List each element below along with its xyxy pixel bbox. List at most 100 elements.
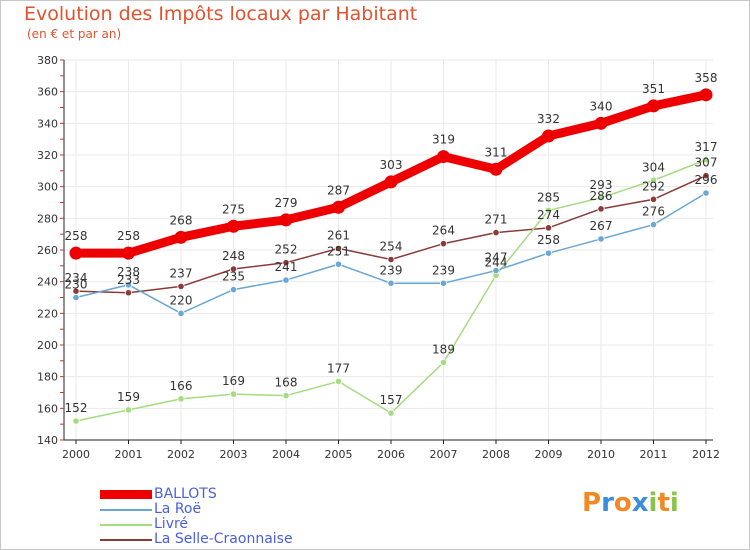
x-tick-label: 2010 xyxy=(587,448,615,461)
data-point xyxy=(439,279,448,287)
data-label: 241 xyxy=(275,260,298,274)
x-tick-label: 2000 xyxy=(62,448,90,461)
data-label: 307 xyxy=(695,156,718,170)
data-label: 235 xyxy=(222,270,245,284)
data-point xyxy=(229,285,238,294)
data-point xyxy=(124,406,133,414)
chart-subtitle: (en € et par an) xyxy=(27,27,122,41)
data-point xyxy=(282,392,290,400)
data-label: 157 xyxy=(380,393,403,407)
x-tick-label: 2003 xyxy=(220,448,248,461)
data-label: 296 xyxy=(695,173,718,187)
data-point xyxy=(279,213,293,227)
logo-letter: i xyxy=(669,488,679,518)
data-point xyxy=(177,309,185,317)
data-label: 166 xyxy=(170,379,193,393)
data-label: 230 xyxy=(65,278,88,292)
data-label: 303 xyxy=(380,158,403,172)
data-point xyxy=(227,219,240,233)
legend-item-ballots: BALLOTS xyxy=(100,487,217,502)
legend-swatch-la-selle-craonnaise xyxy=(100,538,152,541)
data-label: 264 xyxy=(432,224,455,238)
logo-letter: t xyxy=(657,488,670,518)
data-point xyxy=(702,156,710,164)
data-point xyxy=(699,88,713,102)
data-point xyxy=(544,249,553,257)
logo-letter: o xyxy=(613,488,632,518)
y-tick-label: 200 xyxy=(37,339,58,352)
logo-letter: r xyxy=(601,488,614,518)
x-tick-label: 2012 xyxy=(692,448,720,461)
data-point xyxy=(702,171,710,180)
data-label: 248 xyxy=(222,249,245,263)
x-tick-label: 2007 xyxy=(430,448,458,461)
y-tick-label: 320 xyxy=(37,149,58,162)
data-point xyxy=(387,255,395,264)
y-tick-label: 240 xyxy=(37,276,58,289)
data-label: 275 xyxy=(222,202,245,216)
data-point xyxy=(387,409,395,417)
data-point xyxy=(174,230,188,244)
data-label: 351 xyxy=(642,82,665,96)
data-point xyxy=(334,377,343,386)
data-point xyxy=(72,293,80,302)
data-label: 247 xyxy=(485,251,508,265)
legend-item-livre: Livré xyxy=(100,517,188,532)
x-tick-label: 2005 xyxy=(325,448,353,461)
data-point xyxy=(489,162,503,176)
data-point xyxy=(72,417,80,425)
data-point xyxy=(649,195,658,203)
y-tick-label: 180 xyxy=(37,371,58,384)
y-tick-label: 220 xyxy=(37,307,58,320)
data-label: 177 xyxy=(327,361,350,375)
data-label: 258 xyxy=(65,229,88,243)
logo-letter: x xyxy=(631,488,649,518)
data-point xyxy=(124,281,133,289)
data-label: 274 xyxy=(537,208,560,222)
data-point xyxy=(492,266,500,275)
legend-label-la-roe: La Roë xyxy=(154,501,202,517)
legend-label-livre: Livré xyxy=(154,516,189,532)
data-label: 267 xyxy=(590,219,613,233)
data-label: 293 xyxy=(590,178,613,192)
data-point xyxy=(439,358,448,367)
data-label: 159 xyxy=(117,390,140,404)
data-label: 189 xyxy=(432,342,455,356)
data-label: 279 xyxy=(275,196,298,210)
x-tick-label: 2002 xyxy=(167,448,195,461)
y-tick-label: 380 xyxy=(37,54,58,67)
data-label: 220 xyxy=(170,293,193,307)
data-point xyxy=(439,240,448,248)
data-point xyxy=(492,228,500,237)
data-label: 238 xyxy=(117,265,140,279)
data-point xyxy=(544,206,553,215)
legend-swatch-livre xyxy=(100,523,152,526)
data-label: 317 xyxy=(695,140,718,154)
legend-swatch-ballots xyxy=(100,490,152,499)
x-tick-label: 2009 xyxy=(535,448,563,461)
data-point xyxy=(649,221,658,229)
x-tick-label: 2004 xyxy=(272,448,300,461)
data-label: 258 xyxy=(537,233,560,247)
x-tick-label: 2001 xyxy=(115,448,143,461)
data-point xyxy=(177,282,185,291)
chart-title: Evolution des Impôts locaux par Habitant xyxy=(24,3,418,25)
data-point xyxy=(334,244,343,253)
data-label: 254 xyxy=(380,240,403,254)
data-point xyxy=(437,150,450,164)
y-tick-label: 280 xyxy=(37,212,58,225)
legend-label-ballots: BALLOTS xyxy=(154,486,217,502)
data-label: 287 xyxy=(327,183,350,197)
data-point xyxy=(542,129,555,143)
proxiti-logo: Proxiti xyxy=(582,488,679,518)
data-label: 332 xyxy=(537,112,560,126)
y-tick-label: 140 xyxy=(37,434,58,447)
data-label: 285 xyxy=(537,190,560,204)
data-label: 239 xyxy=(432,263,455,277)
data-point xyxy=(647,99,660,113)
y-tick-label: 360 xyxy=(37,86,58,99)
y-tick-label: 300 xyxy=(37,181,58,194)
data-label: 340 xyxy=(590,99,613,113)
data-point xyxy=(69,246,83,260)
